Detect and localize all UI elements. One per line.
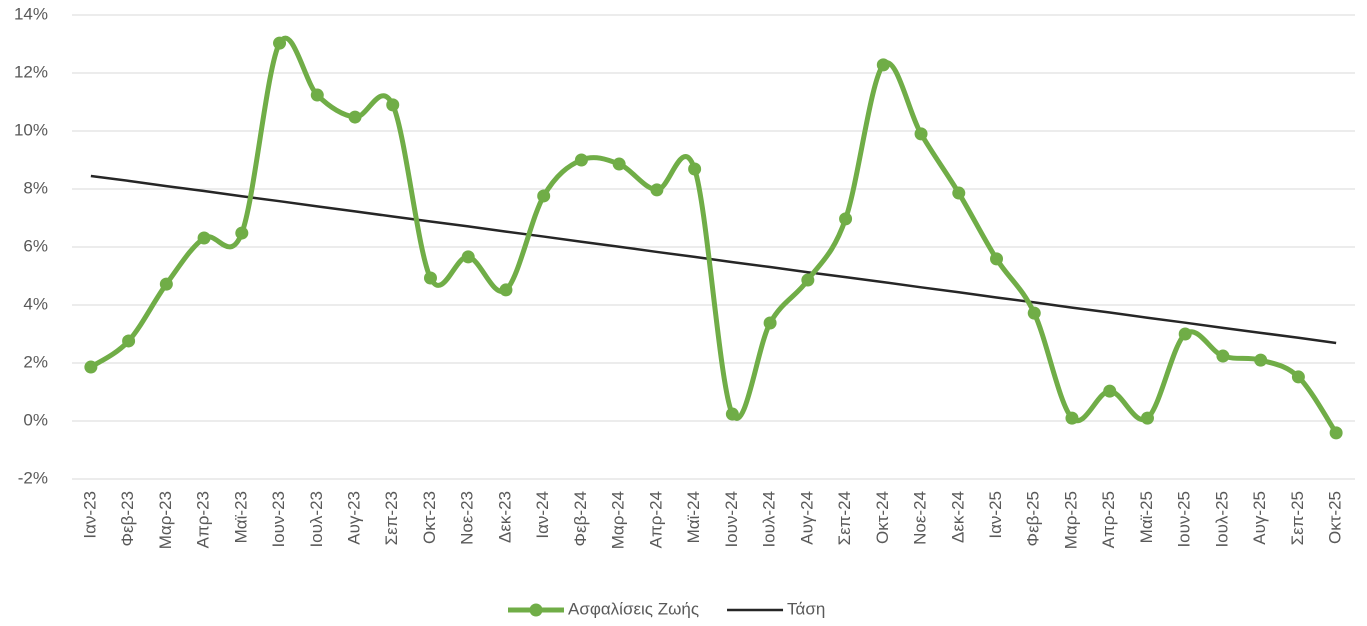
y-tick-label: 6% bbox=[23, 236, 48, 255]
x-tick-label: Μαϊ-24 bbox=[684, 491, 703, 543]
y-tick-label: 14% bbox=[14, 4, 48, 23]
marker bbox=[84, 360, 98, 374]
x-tick-label: Ιαν-25 bbox=[986, 491, 1005, 539]
marker bbox=[1216, 349, 1230, 363]
x-tick-label: Φεβ-25 bbox=[1024, 491, 1043, 547]
series-line bbox=[90, 174, 1337, 345]
x-tick-label: Ιαν-23 bbox=[80, 491, 99, 539]
marker bbox=[159, 277, 173, 291]
x-tick-label: Οκτ-24 bbox=[873, 491, 892, 544]
marker bbox=[1254, 353, 1268, 367]
legend-label: Τάση bbox=[787, 599, 825, 618]
x-tick-label: Σεπ-25 bbox=[1288, 491, 1307, 545]
x-tick-label: Απρ-25 bbox=[1099, 491, 1118, 548]
marker bbox=[197, 231, 211, 245]
x-tick-label: Μαρ-24 bbox=[609, 491, 628, 549]
marker bbox=[386, 98, 400, 112]
x-tick-label: Σεπ-24 bbox=[835, 491, 854, 545]
x-tick-label: Φεβ-23 bbox=[118, 491, 137, 547]
marker bbox=[1027, 306, 1041, 320]
marker bbox=[348, 110, 362, 124]
x-tick-label: Ιουν-25 bbox=[1175, 491, 1194, 548]
marker bbox=[499, 283, 513, 297]
marker bbox=[423, 271, 437, 285]
x-tick-label: Μαρ-23 bbox=[156, 491, 175, 549]
marker bbox=[801, 273, 815, 287]
x-tick-label: Ιουλ-23 bbox=[307, 491, 326, 548]
x-tick-label: Αυγ-25 bbox=[1250, 491, 1269, 545]
marker bbox=[1178, 327, 1192, 341]
x-tick-label: Ιουν-23 bbox=[269, 491, 288, 548]
series-line bbox=[89, 35, 1339, 435]
x-tick-label: Αυγ-24 bbox=[797, 491, 816, 545]
x-tick-label: Ιουν-24 bbox=[722, 491, 741, 548]
marker bbox=[461, 250, 475, 264]
y-tick-label: 10% bbox=[14, 120, 48, 139]
x-tick-label: Απρ-23 bbox=[194, 491, 213, 548]
y-tick-label: 8% bbox=[23, 178, 48, 197]
y-tick-label: 4% bbox=[23, 294, 48, 313]
marker bbox=[876, 58, 890, 72]
marker bbox=[1065, 411, 1079, 425]
marker bbox=[1291, 370, 1305, 384]
x-tick-label: Οκτ-23 bbox=[420, 491, 439, 544]
marker bbox=[537, 189, 551, 203]
marker bbox=[612, 157, 626, 171]
marker bbox=[725, 407, 739, 421]
x-tick-label: Μαϊ-23 bbox=[231, 491, 250, 543]
x-tick-label: Μαϊ-25 bbox=[1137, 491, 1156, 543]
marker bbox=[763, 316, 777, 330]
x-tick-label: Ιουλ-25 bbox=[1212, 491, 1231, 548]
x-tick-label: Φεβ-24 bbox=[571, 491, 590, 547]
marker bbox=[1103, 384, 1117, 398]
marker bbox=[122, 334, 136, 348]
x-tick-label: Μαρ-25 bbox=[1061, 491, 1080, 549]
marker bbox=[952, 186, 966, 200]
x-tick-label: Σεπ-23 bbox=[382, 491, 401, 545]
marker bbox=[650, 183, 664, 197]
y-tick-label: 0% bbox=[23, 410, 48, 429]
y-tick-label: -2% bbox=[18, 468, 48, 487]
marker bbox=[574, 153, 588, 167]
marker bbox=[1329, 426, 1343, 440]
marker bbox=[914, 127, 928, 141]
y-tick-label: 2% bbox=[23, 352, 48, 371]
marker bbox=[235, 226, 249, 240]
x-tick-label: Απρ-24 bbox=[646, 491, 665, 548]
marker bbox=[273, 36, 287, 50]
legend-marker bbox=[529, 603, 543, 617]
x-tick-label: Νοε-24 bbox=[911, 491, 930, 545]
y-tick-label: 12% bbox=[14, 62, 48, 81]
x-tick-label: Αυγ-23 bbox=[344, 491, 363, 545]
marker bbox=[310, 88, 324, 102]
x-tick-label: Δεκ-24 bbox=[948, 491, 967, 543]
x-tick-label: Ιουλ-24 bbox=[760, 491, 779, 548]
x-tick-label: Νοε-23 bbox=[458, 491, 477, 545]
marker bbox=[688, 162, 702, 176]
legend-label: Ασφαλίσεις Ζωής bbox=[568, 599, 699, 618]
marker bbox=[1140, 411, 1154, 425]
x-tick-label: Δεκ-23 bbox=[495, 491, 514, 543]
marker bbox=[990, 252, 1004, 266]
x-tick-label: Ιαν-24 bbox=[533, 491, 552, 539]
marker bbox=[839, 212, 853, 226]
x-tick-label: Οκτ-25 bbox=[1326, 491, 1345, 544]
